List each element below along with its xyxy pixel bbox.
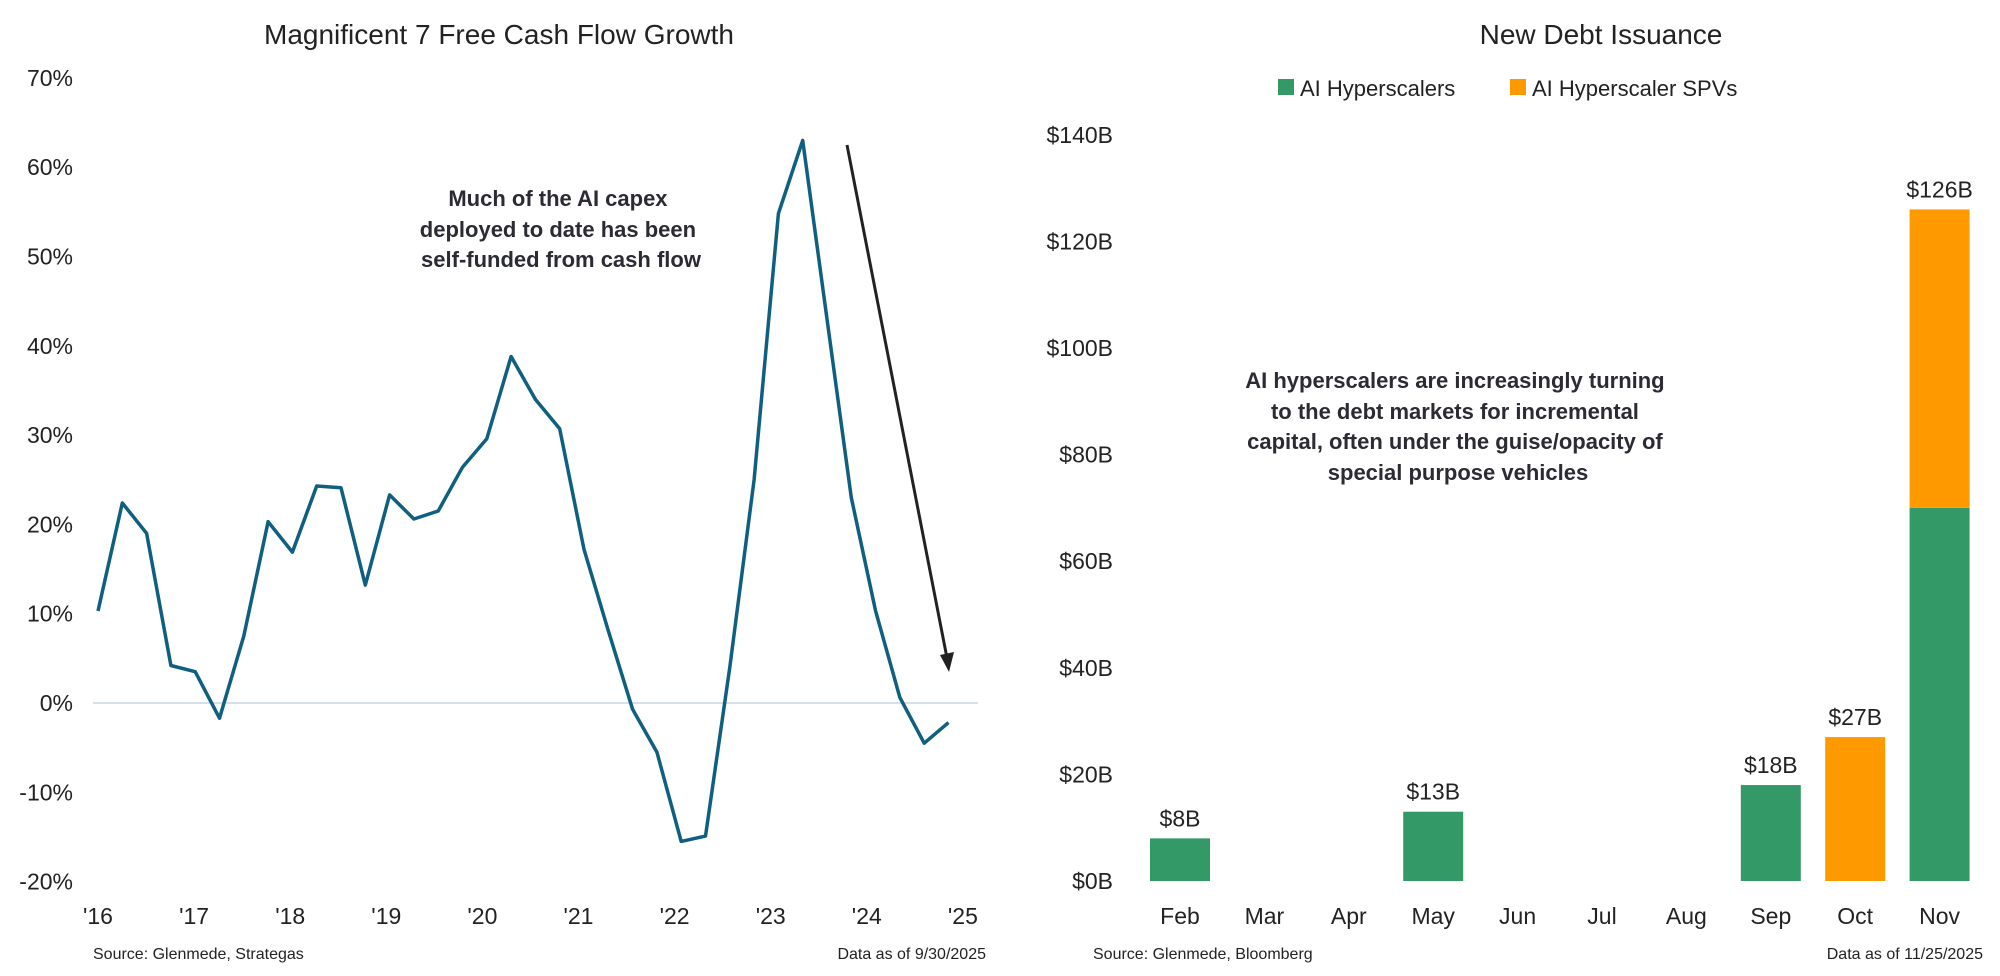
y-tick-label: 10%	[27, 601, 73, 627]
x-tick-label: Jul	[1587, 903, 1616, 929]
x-tick-label: Jun	[1499, 903, 1536, 929]
y-tick-label: -20%	[19, 869, 73, 895]
bar-hyperscalers	[1909, 507, 1970, 881]
x-tick-label: Aug	[1666, 903, 1707, 929]
legend-swatch-spvs	[1510, 79, 1526, 95]
right-source: Source: Glenmede, Bloomberg	[1093, 946, 1313, 963]
y-tick-label: 70%	[27, 65, 73, 91]
bar-spvs	[1909, 209, 1970, 508]
left-as-of: Data as of 9/30/2025	[837, 946, 986, 963]
left-x-axis: '16 '17 '18 '19 '20 '21 '22 '23 '24 '25	[83, 903, 978, 929]
y-tick-label: $80B	[1059, 442, 1113, 468]
y-tick-label: 20%	[27, 511, 73, 537]
left-chart-title: Magnificent 7 Free Cash Flow Growth	[264, 19, 734, 50]
right-x-axis: Feb Mar Apr May Jun Jul Aug Sep Oct Nov	[1160, 903, 1960, 929]
y-tick-label: $140B	[1046, 122, 1113, 148]
right-annotation: AI hyperscalers are increasingly turning…	[1245, 368, 1671, 485]
y-tick-label: 50%	[27, 244, 73, 270]
bar-data-labels: $8B $13B $18B $27B $126B	[1160, 176, 1973, 831]
fcf-growth-chart: Magnificent 7 Free Cash Flow Growth -20%…	[19, 19, 986, 963]
x-tick-label: Mar	[1245, 903, 1285, 929]
x-tick-label: '16	[83, 903, 113, 929]
y-tick-label: $60B	[1059, 548, 1113, 574]
bar-total-label: $18B	[1744, 752, 1798, 778]
x-tick-label: Oct	[1837, 903, 1873, 929]
y-tick-label: 40%	[27, 333, 73, 359]
legend-label-spvs: AI Hyperscaler SPVs	[1532, 76, 1737, 101]
y-tick-label: $40B	[1059, 655, 1113, 681]
y-tick-label: $0B	[1072, 868, 1113, 894]
legend-label-hyperscalers: AI Hyperscalers	[1300, 76, 1455, 101]
x-tick-label: '18	[275, 903, 305, 929]
fcf-growth-points	[98, 140, 949, 841]
right-as-of: Data as of 11/25/2025	[1827, 946, 1983, 963]
fcf-growth-line	[96, 138, 950, 844]
x-tick-label: Sep	[1750, 903, 1791, 929]
bar-total-label: $27B	[1828, 704, 1882, 730]
left-y-axis: -20% -10% 0% 10% 20% 30% 40% 50% 60% 70%	[19, 65, 73, 895]
y-tick-label: 0%	[40, 690, 73, 716]
legend: AI Hyperscalers AI Hyperscaler SPVs	[1278, 76, 1737, 101]
x-tick-label: '17	[179, 903, 209, 929]
x-tick-label: Nov	[1919, 903, 1960, 929]
x-tick-label: '19	[371, 903, 401, 929]
bars	[1150, 209, 1970, 881]
bar-total-label: $13B	[1406, 779, 1460, 805]
y-tick-label: -10%	[19, 779, 73, 805]
x-tick-label: Feb	[1160, 903, 1200, 929]
y-tick-label: 30%	[27, 422, 73, 448]
left-annotation: Much of the AI capex deployed to date ha…	[420, 186, 702, 272]
x-tick-label: '24	[852, 903, 882, 929]
bar-total-label: $8B	[1160, 805, 1201, 831]
bar-hyperscalers	[1403, 811, 1464, 881]
bar-hyperscalers	[1150, 838, 1210, 881]
x-tick-label: Apr	[1331, 903, 1367, 929]
x-tick-label: '21	[564, 903, 594, 929]
bar-total-label: $126B	[1906, 176, 1973, 202]
y-tick-label: 60%	[27, 154, 73, 180]
y-tick-label: $20B	[1059, 761, 1113, 787]
right-chart-title: New Debt Issuance	[1480, 19, 1723, 50]
right-y-axis: $0B $20B $40B $60B $80B $100B $120B $140B	[1046, 122, 1113, 894]
bar-spvs	[1825, 737, 1886, 881]
x-tick-label: '25	[948, 903, 978, 929]
y-tick-label: $100B	[1046, 335, 1113, 361]
x-tick-label: '23	[756, 903, 786, 929]
downtrend-arrow	[845, 144, 954, 672]
legend-swatch-hyperscalers	[1278, 79, 1294, 95]
debt-issuance-chart: New Debt Issuance AI Hyperscalers AI Hyp…	[1046, 19, 1983, 963]
left-source: Source: Glenmede, Strategas	[93, 946, 304, 963]
bar-hyperscalers	[1740, 785, 1801, 881]
x-tick-label: '22	[660, 903, 690, 929]
x-tick-label: May	[1411, 903, 1455, 929]
y-tick-label: $120B	[1046, 228, 1113, 254]
x-tick-label: '20	[467, 903, 497, 929]
